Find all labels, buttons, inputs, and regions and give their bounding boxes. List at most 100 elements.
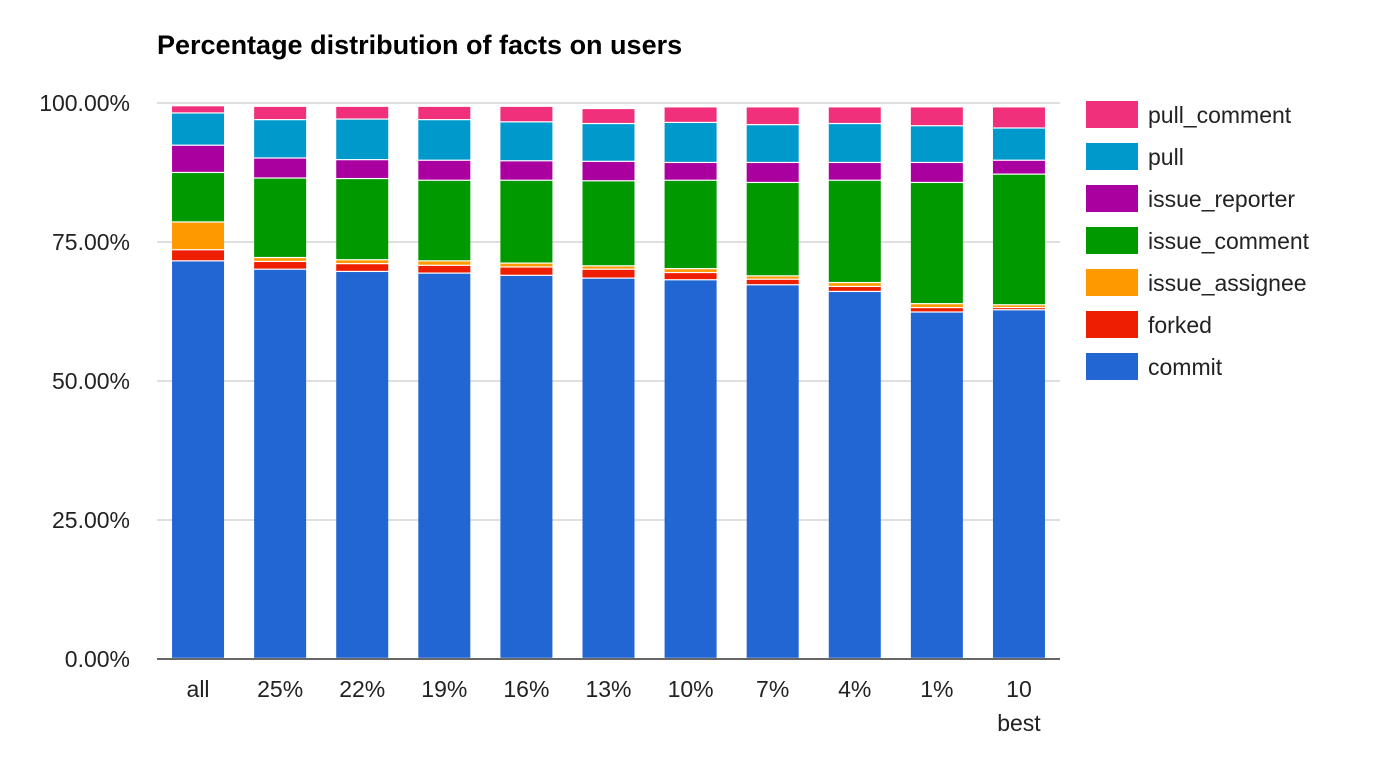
bar-segment-forked	[828, 287, 881, 291]
y-tick-label: 25.00%	[52, 507, 130, 533]
bar-segment-issue-comment	[828, 180, 881, 282]
bar-segment-pull	[500, 122, 553, 161]
bar-segment-commit	[582, 278, 635, 658]
bar-segment-pull	[746, 125, 799, 162]
y-tick-label: 100.00%	[39, 90, 130, 116]
bar-segment-issue-assignee	[992, 305, 1045, 307]
bar-stack	[910, 107, 963, 658]
x-tick-label: all	[187, 676, 210, 702]
bar-segment-issue-reporter	[500, 161, 553, 180]
legend-swatch	[1086, 101, 1138, 128]
y-tick-label: 0.00%	[65, 646, 130, 672]
bar-segment-issue-comment	[336, 179, 389, 260]
bar-segment-pull-comment	[992, 107, 1045, 128]
x-tick-label: 16%	[503, 676, 549, 702]
bar-segment-issue-comment	[254, 178, 307, 257]
bar-segment-issue-reporter	[664, 163, 717, 180]
bar-segment-commit	[172, 261, 225, 658]
x-tick-label: 1%	[920, 676, 953, 702]
bar-segment-pull-comment	[500, 106, 553, 122]
bar-segment-issue-reporter	[992, 160, 1045, 174]
bar-segment-pull	[418, 120, 471, 160]
bar-segment-pull-comment	[828, 107, 881, 123]
legend-item-forked: forked	[1086, 311, 1212, 338]
legend-swatch	[1086, 311, 1138, 338]
legend-item-commit: commit	[1086, 353, 1223, 380]
bar-segment-forked	[664, 273, 717, 280]
y-axis-labels: 0.00% 25.00% 50.00% 75.00% 100.00%	[39, 90, 130, 672]
bar-segment-commit	[664, 280, 717, 658]
bar-segment-issue-assignee	[500, 263, 553, 267]
bar-segment-commit	[336, 272, 389, 658]
bar-segment-forked	[254, 262, 307, 269]
bar-segment-issue-comment	[500, 180, 553, 263]
bar-segment-pull	[828, 124, 881, 162]
legend-swatch	[1086, 185, 1138, 212]
bar-segment-issue-comment	[992, 174, 1045, 305]
legend-swatch	[1086, 269, 1138, 296]
bar-stack	[172, 106, 225, 658]
bar-stack	[664, 107, 717, 658]
bar-segment-forked	[992, 308, 1045, 310]
chart-title: Percentage distribution of facts on user…	[157, 30, 682, 60]
bar-segment-pull	[992, 128, 1045, 160]
bar-segment-forked	[500, 267, 553, 275]
bar-segment-issue-assignee	[910, 304, 963, 307]
bar-segment-issue-comment	[910, 183, 963, 304]
bar-segment-issue-assignee	[418, 261, 471, 265]
bar-segment-pull-comment	[254, 106, 307, 120]
bar-segment-issue-assignee	[828, 283, 881, 286]
bar-stack	[336, 106, 389, 658]
legend-label: pull_comment	[1148, 102, 1292, 128]
x-tick-label: 25%	[257, 676, 303, 702]
x-tick-label: 22%	[339, 676, 385, 702]
bar-segment-forked	[746, 279, 799, 285]
bar-segment-issue-comment	[418, 180, 471, 261]
bar-segment-commit	[910, 312, 963, 658]
legend-item-pull: pull	[1086, 143, 1184, 170]
legend-item-issue-assignee: issue_assignee	[1086, 269, 1307, 296]
bar-segment-issue-reporter	[828, 163, 881, 180]
bar-segment-commit	[746, 285, 799, 658]
bar-segment-issue-assignee	[746, 276, 799, 279]
bar-segment-pull-comment	[664, 107, 717, 122]
x-tick-label: 19%	[421, 676, 467, 702]
bar-segment-pull-comment	[746, 107, 799, 125]
bar-segment-forked	[336, 264, 389, 271]
legend-label: issue_comment	[1148, 228, 1310, 254]
legend-label: issue_assignee	[1148, 270, 1307, 296]
bar-segment-pull-comment	[418, 106, 471, 120]
bar-segment-commit	[500, 275, 553, 658]
x-tick-label: 10%	[668, 676, 714, 702]
bar-segment-pull	[336, 119, 389, 160]
legend-item-issue-comment: issue_comment	[1086, 227, 1310, 254]
bar-stack	[418, 106, 471, 658]
legend-label: commit	[1148, 354, 1223, 380]
legend-label: issue_reporter	[1148, 186, 1295, 212]
bar-stack	[828, 107, 881, 658]
legend-swatch	[1086, 227, 1138, 254]
bar-segment-pull	[664, 123, 717, 162]
bar-segment-issue-comment	[172, 173, 225, 222]
bar-segment-pull	[172, 113, 225, 145]
bar-segment-issue-comment	[746, 183, 799, 276]
bar-segment-pull	[910, 126, 963, 162]
x-tick-label: 4%	[838, 676, 871, 702]
bar-segment-issue-reporter	[254, 158, 307, 178]
bar-segment-commit	[254, 269, 307, 658]
bar-segment-issue-assignee	[664, 269, 717, 272]
bar-segment-issue-assignee	[336, 260, 389, 264]
bar-segment-issue-assignee	[582, 266, 635, 269]
legend-label: pull	[1148, 144, 1184, 170]
bar-stack	[500, 106, 553, 658]
y-tick-label: 75.00%	[52, 229, 130, 255]
bar-segment-issue-assignee	[254, 258, 307, 261]
bar-segment-pull-comment	[336, 106, 389, 119]
bar-segment-issue-reporter	[336, 160, 389, 178]
bar-segment-issue-assignee	[172, 222, 225, 250]
bar-stack	[992, 107, 1045, 658]
bar-segment-issue-comment	[664, 180, 717, 269]
legend-swatch	[1086, 143, 1138, 170]
bar-segment-issue-reporter	[172, 145, 225, 172]
